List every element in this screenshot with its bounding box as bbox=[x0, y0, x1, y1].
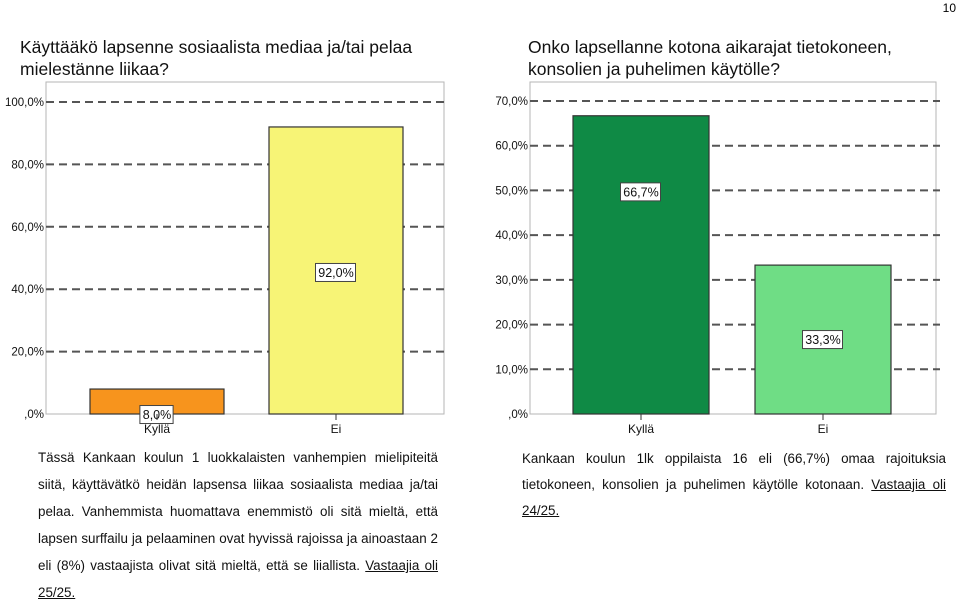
data-label-box bbox=[315, 262, 356, 282]
y-tick-label: 60,0% bbox=[11, 222, 44, 234]
chart-title-social-media: Käyttääkö lapsenne sosiaalista mediaa ja… bbox=[20, 37, 413, 79]
x-tick-label: Kyllä bbox=[628, 422, 654, 436]
y-tick-label: 30,0% bbox=[495, 275, 528, 287]
data-label: 33,3% bbox=[805, 333, 840, 347]
y-tick-label: 40,0% bbox=[495, 230, 528, 242]
y-tick-label: ,0% bbox=[508, 409, 528, 421]
chart-title-screen-time-limits: Onko lapsellanne kotona aikarajat tietok… bbox=[528, 37, 892, 79]
y-tick-label: 40,0% bbox=[11, 284, 44, 296]
bar-kylla bbox=[572, 115, 710, 415]
data-label-box bbox=[802, 330, 843, 350]
y-tick-label: 10,0% bbox=[495, 364, 528, 376]
y-tick-label: 50,0% bbox=[495, 185, 528, 197]
y-tick-label: 100,0% bbox=[5, 97, 44, 109]
x-tick-label: Ei bbox=[331, 422, 342, 436]
data-label-box bbox=[620, 182, 661, 202]
y-tick-label: 20,0% bbox=[11, 347, 44, 359]
description-screen-time-limits: Kankaan koulun 1lk oppilaista 16 eli (66… bbox=[522, 446, 946, 524]
description-text: Tässä Kankaan koulun 1 luokkalaisten van… bbox=[38, 450, 438, 573]
x-tick-label: Ei bbox=[818, 422, 829, 436]
data-label: 92,0% bbox=[318, 266, 353, 280]
description-text: Kankaan koulun 1lk oppilaista 16 eli (66… bbox=[522, 451, 946, 492]
respondents-count: Vastaajia oli 24/25. bbox=[522, 477, 946, 518]
x-tick-label: Kyllä bbox=[144, 422, 170, 436]
y-tick-label: 60,0% bbox=[495, 141, 528, 153]
y-tick-label: ,0% bbox=[24, 409, 44, 421]
description-social-media: Tässä Kankaan koulun 1 luokkalaisten van… bbox=[38, 444, 438, 606]
y-tick-label: 80,0% bbox=[11, 159, 44, 171]
y-tick-label: 70,0% bbox=[495, 96, 528, 108]
page-number: 10 bbox=[942, 1, 956, 15]
y-tick-label: 20,0% bbox=[495, 320, 528, 332]
data-label: 66,7% bbox=[623, 185, 658, 199]
